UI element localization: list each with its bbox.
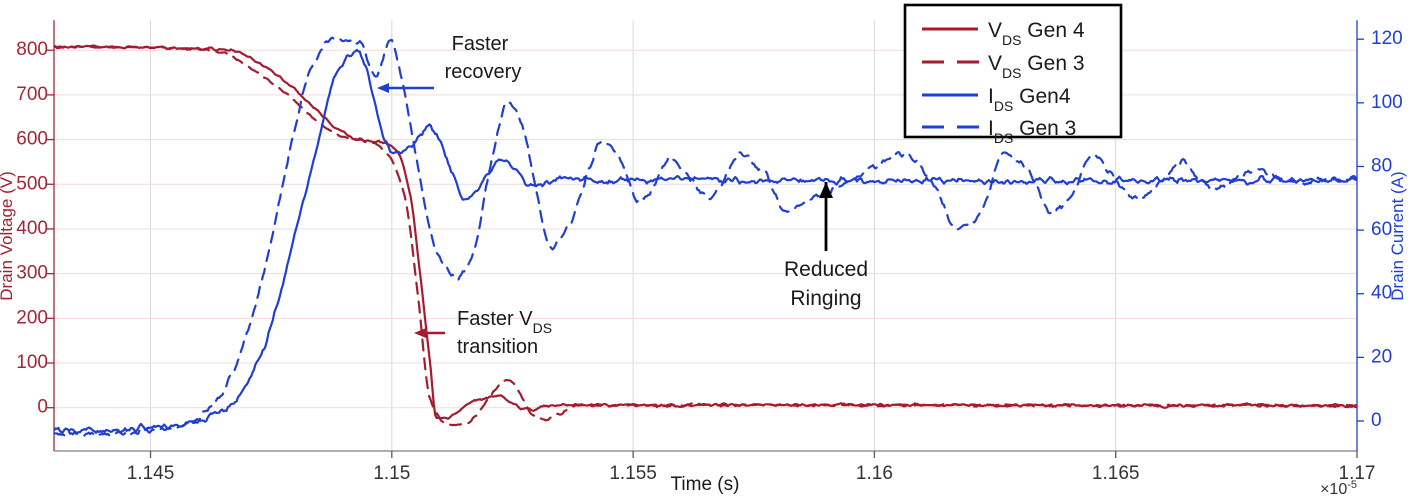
svg-text:400: 400 xyxy=(16,218,48,239)
svg-text:1.15: 1.15 xyxy=(373,463,410,484)
svg-text:1.165: 1.165 xyxy=(1092,463,1140,484)
svg-text:500: 500 xyxy=(16,173,48,194)
svg-text:600: 600 xyxy=(16,129,48,150)
svg-text:Ringing: Ringing xyxy=(790,287,861,310)
svg-text:1.155: 1.155 xyxy=(609,463,657,484)
svg-text:Drain Current (A): Drain Current (A) xyxy=(1388,171,1407,300)
svg-text:700: 700 xyxy=(16,84,48,105)
svg-text:1.16: 1.16 xyxy=(856,463,893,484)
svg-text:Drain Voltage (V): Drain Voltage (V) xyxy=(0,171,16,300)
svg-text:transition: transition xyxy=(457,336,538,358)
svg-text:120: 120 xyxy=(1371,28,1403,49)
svg-text:200: 200 xyxy=(16,307,48,328)
svg-text:recovery: recovery xyxy=(445,61,522,83)
svg-text:Reduced: Reduced xyxy=(784,258,868,281)
svg-text:100: 100 xyxy=(16,352,48,373)
svg-text:Faster: Faster xyxy=(452,33,509,55)
svg-text:1.145: 1.145 xyxy=(127,463,175,484)
svg-text:Time (s): Time (s) xyxy=(671,474,740,495)
svg-text:300: 300 xyxy=(16,263,48,284)
svg-text:0: 0 xyxy=(1371,410,1382,431)
svg-text:800: 800 xyxy=(16,39,48,60)
svg-text:0: 0 xyxy=(37,397,48,418)
svg-text:100: 100 xyxy=(1371,92,1403,113)
svg-text:20: 20 xyxy=(1371,346,1392,367)
